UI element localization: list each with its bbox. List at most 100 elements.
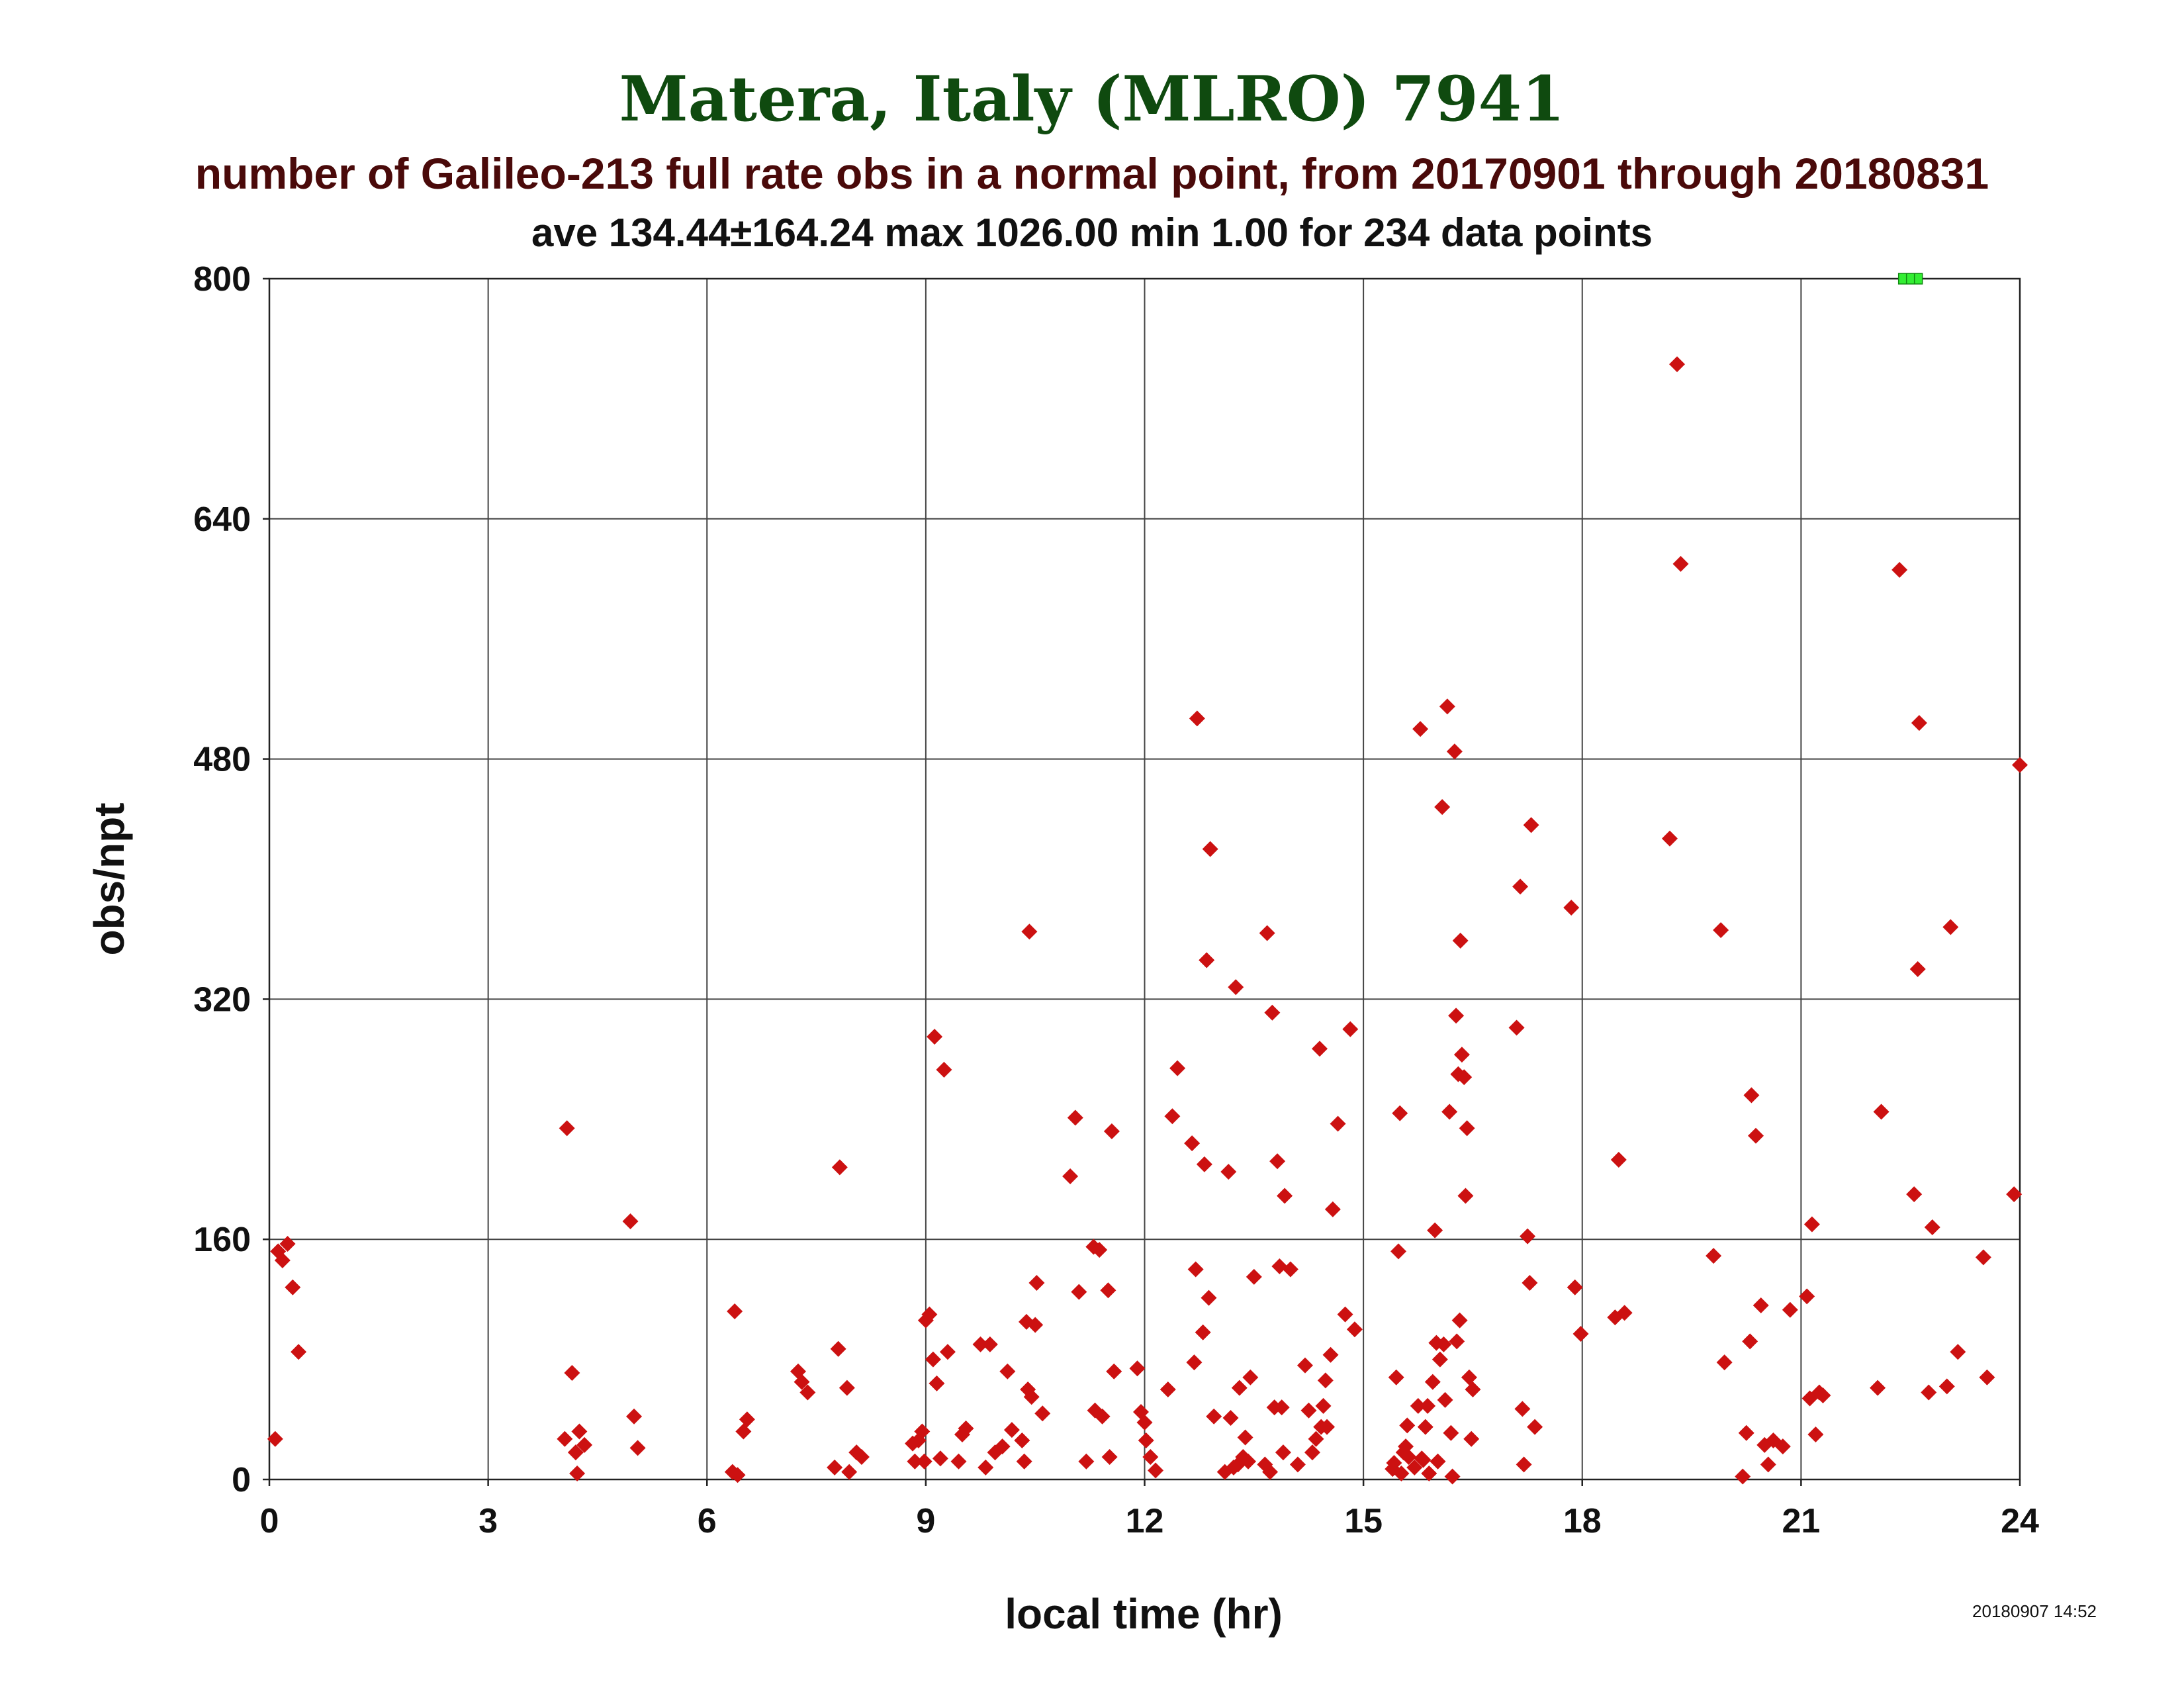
overflow-point-marker <box>1897 273 1923 285</box>
data-point <box>1457 1188 1474 1204</box>
data-point <box>1924 1219 1940 1236</box>
data-point <box>1136 1414 1153 1430</box>
data-point <box>1184 1135 1201 1152</box>
data-point <box>1169 1060 1186 1076</box>
data-point <box>916 1453 933 1470</box>
x-tick-label: 6 <box>698 1502 717 1540</box>
data-point <box>1237 1429 1253 1446</box>
data-point <box>841 1464 858 1480</box>
data-point <box>936 1061 952 1078</box>
data-point <box>1563 900 1580 916</box>
data-point <box>1909 961 1926 978</box>
data-point <box>267 1430 283 1447</box>
data-point <box>1799 1288 1815 1305</box>
data-point <box>932 1450 948 1467</box>
data-point <box>1273 1399 1290 1416</box>
data-point <box>1091 1242 1108 1258</box>
data-point <box>1399 1417 1416 1434</box>
data-point <box>927 1029 943 1045</box>
data-point <box>1444 1468 1461 1485</box>
x-tick-label: 18 <box>1563 1502 1602 1540</box>
data-point <box>1269 1153 1286 1170</box>
data-point <box>1406 1459 1423 1476</box>
data-point <box>571 1423 588 1440</box>
data-point <box>1324 1201 1341 1217</box>
x-tick-label: 24 <box>2001 1502 2039 1540</box>
data-point <box>1142 1448 1159 1465</box>
data-point <box>1195 1324 1211 1340</box>
data-point <box>557 1430 573 1447</box>
data-point <box>1782 1301 1798 1318</box>
data-point <box>1196 1156 1212 1172</box>
data-point <box>978 1459 994 1476</box>
data-point <box>1662 830 1678 847</box>
data-point <box>1148 1462 1164 1479</box>
data-point <box>1735 1468 1751 1485</box>
data-point <box>1459 1120 1475 1137</box>
data-point <box>1346 1321 1363 1338</box>
data-point <box>1094 1408 1111 1425</box>
data-point <box>1067 1109 1083 1126</box>
data-point <box>1523 817 1539 833</box>
data-point <box>567 1444 584 1461</box>
data-point <box>1748 1127 1764 1144</box>
data-point <box>1873 1103 1889 1120</box>
plot-timestamp: 20180907 14:52 <box>1972 1601 2097 1621</box>
data-point <box>2006 1186 2023 1203</box>
data-point <box>1300 1402 1317 1419</box>
data-point <box>1393 1465 1410 1481</box>
data-point <box>1246 1268 1262 1285</box>
data-point <box>1527 1419 1543 1435</box>
data-point <box>1432 1351 1448 1368</box>
data-point <box>1448 1008 1465 1024</box>
data-point <box>1567 1279 1583 1295</box>
x-tick-label: 9 <box>916 1502 935 1540</box>
data-point <box>1514 1401 1531 1417</box>
data-point <box>1449 1333 1465 1350</box>
data-point <box>1164 1108 1181 1125</box>
data-point <box>1921 1384 1937 1401</box>
data-point <box>1706 1248 1722 1264</box>
data-point <box>1456 1069 1473 1086</box>
data-point <box>1807 1426 1824 1442</box>
data-point <box>1160 1381 1176 1397</box>
y-tick-label: 800 <box>193 260 251 299</box>
data-point <box>1023 1389 1040 1405</box>
y-tick-label: 640 <box>193 500 251 539</box>
data-point <box>1304 1444 1320 1461</box>
data-point <box>1388 1369 1404 1385</box>
data-point <box>564 1365 580 1382</box>
data-point <box>1386 1455 1402 1472</box>
data-point <box>1034 1405 1051 1422</box>
data-point <box>1400 1448 1417 1465</box>
data-point <box>1264 1004 1281 1021</box>
data-point <box>1672 555 1689 572</box>
data-point <box>1106 1363 1122 1380</box>
data-point <box>576 1436 593 1453</box>
axis-ticks: 0 3 6 9 12 15 18 21 24 0 160 320 480 640 800 <box>193 260 2039 1540</box>
data-point <box>1616 1305 1633 1321</box>
data-point <box>1452 932 1469 949</box>
data-point <box>1421 1465 1437 1481</box>
data-point <box>830 1340 846 1357</box>
data-point <box>1014 1432 1030 1449</box>
data-point <box>921 1306 938 1323</box>
data-point <box>1979 1369 1995 1385</box>
data-point <box>1424 1374 1441 1390</box>
data-point <box>1028 1274 1045 1291</box>
data-point <box>1071 1284 1087 1300</box>
data-point <box>1906 1186 1923 1203</box>
data-point <box>739 1411 755 1428</box>
data-point <box>1240 1453 1256 1470</box>
x-axis-label: local time (hr) <box>1005 1590 1283 1638</box>
data-point <box>1201 1289 1217 1306</box>
data-point <box>1415 1452 1432 1468</box>
data-point <box>1950 1344 1966 1360</box>
data-point <box>939 1344 956 1360</box>
data-point <box>831 1159 848 1176</box>
data-point <box>1186 1354 1203 1371</box>
data-point <box>1743 1087 1760 1103</box>
data-point <box>1277 1188 1293 1204</box>
data-point <box>1522 1274 1538 1291</box>
data-point <box>1282 1261 1298 1278</box>
